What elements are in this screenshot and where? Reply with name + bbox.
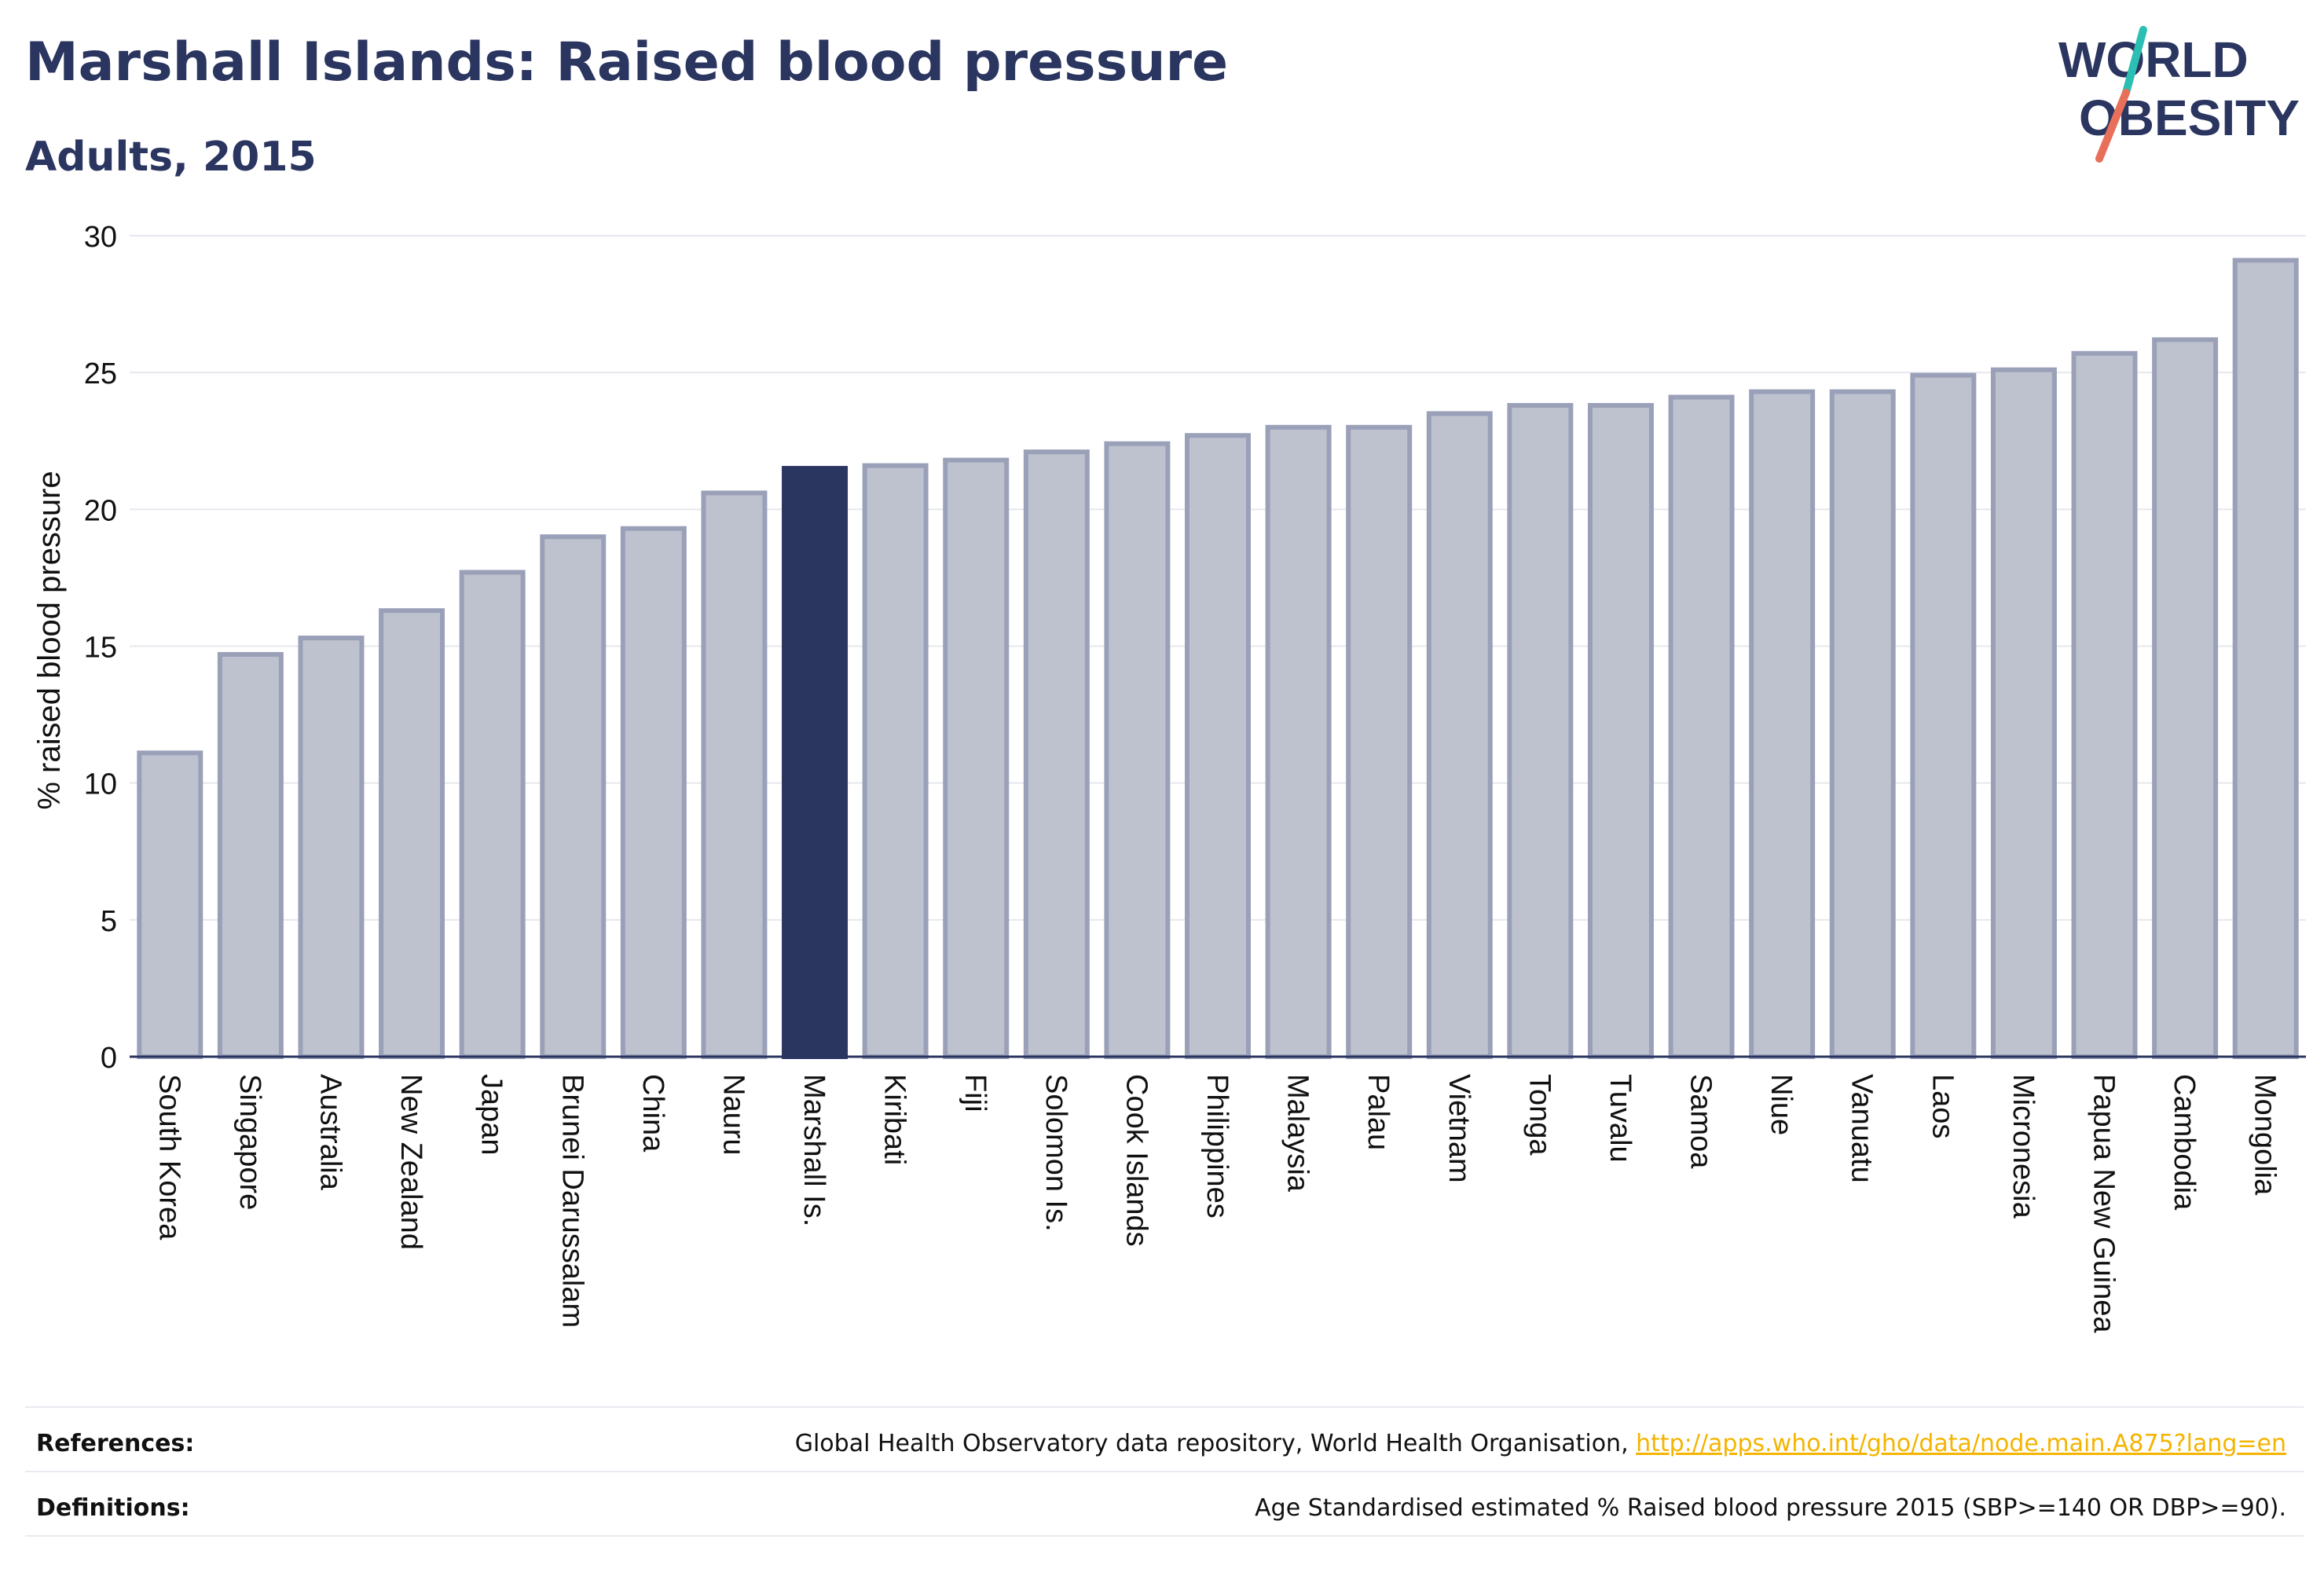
chart-subtitle: Adults, 2015 bbox=[25, 134, 317, 181]
bar-brunei-darussalam bbox=[540, 534, 607, 1059]
bar-vietnam bbox=[1426, 411, 1493, 1059]
footer-divider-bottom bbox=[25, 1535, 2304, 1537]
logo-world-text: WORLD bbox=[2058, 31, 2249, 88]
y-tick-label: 15 bbox=[84, 632, 117, 665]
x-tick-label: Japan bbox=[475, 1074, 508, 1156]
y-tick-label: 30 bbox=[84, 221, 117, 254]
x-tick-label: Singapore bbox=[233, 1074, 266, 1210]
x-tick-label: China bbox=[636, 1074, 669, 1153]
references-label: References: bbox=[36, 1430, 195, 1457]
footer-divider-top bbox=[25, 1406, 2304, 1408]
x-tick-label: Fiji bbox=[959, 1074, 992, 1112]
x-tick-label: Samoa bbox=[1684, 1074, 1717, 1169]
bar-samoa bbox=[1668, 394, 1735, 1059]
definitions-label: Definitions: bbox=[36, 1494, 190, 1522]
x-tick-label: Papua New Guinea bbox=[2088, 1074, 2121, 1333]
x-tick-label: Vanuatu bbox=[1846, 1074, 1879, 1183]
bar-kiribati bbox=[862, 463, 929, 1059]
bar-solomon-is bbox=[1023, 449, 1090, 1059]
x-tick-label: New Zealand bbox=[394, 1074, 427, 1250]
x-tick-label: Brunei Darussalam bbox=[555, 1074, 588, 1328]
x-tick-label: South Korea bbox=[152, 1074, 185, 1241]
bar-tonga bbox=[1507, 402, 1574, 1059]
x-tick-label: Cambodia bbox=[2168, 1074, 2201, 1211]
y-tick-label: 20 bbox=[84, 494, 117, 527]
bar-palau bbox=[1346, 424, 1413, 1059]
bar-philippines bbox=[1185, 433, 1251, 1059]
bar-niue bbox=[1749, 389, 1816, 1059]
chart-title: Marshall Islands: Raised blood pressure bbox=[25, 31, 1229, 93]
axes: 0 5 10 15 20 25 30 South Korea Singapore Australi… bbox=[84, 221, 2306, 1333]
y-axis-label: % raised blood pressure bbox=[32, 471, 67, 809]
x-tick-label: Cook Islands bbox=[1120, 1074, 1153, 1247]
bar-chart: 0 5 10 15 20 25 30 South Korea Singapore Australi… bbox=[32, 221, 2306, 1333]
bars bbox=[137, 258, 2299, 1060]
bar-marshall-is bbox=[782, 466, 849, 1059]
bar-laos bbox=[1910, 372, 1977, 1059]
bar-fiji bbox=[943, 457, 1010, 1059]
x-tick-label: Philippines bbox=[1200, 1074, 1233, 1219]
bar-china bbox=[620, 526, 687, 1059]
bar-cook-islands bbox=[1104, 441, 1171, 1059]
bar-new-zealand bbox=[379, 608, 445, 1059]
y-tick-label: 10 bbox=[84, 768, 117, 801]
x-tick-label: Marshall Is. bbox=[797, 1074, 830, 1226]
x-tick-label: Micronesia bbox=[2007, 1074, 2040, 1219]
x-tick-label: Vietnam bbox=[1442, 1074, 1475, 1183]
x-tick-label: Nauru bbox=[717, 1074, 750, 1156]
references-text: Global Health Observatory data repositor… bbox=[795, 1430, 2286, 1457]
bar-vanuatu bbox=[1829, 389, 1896, 1059]
x-tick-label: Tonga bbox=[1523, 1074, 1556, 1156]
references-link[interactable]: http://apps.who.int/gho/data/node.main.A… bbox=[1636, 1430, 2286, 1457]
bar-mongolia bbox=[2232, 258, 2299, 1060]
x-tick-label: Solomon Is. bbox=[1039, 1074, 1072, 1232]
bar-tuvalu bbox=[1587, 402, 1654, 1059]
logo-slash-teal bbox=[2122, 26, 2147, 97]
bar-south-korea bbox=[137, 750, 203, 1059]
x-tick-label: Malaysia bbox=[1281, 1074, 1314, 1193]
bar-australia bbox=[298, 636, 365, 1059]
bar-micronesia bbox=[1990, 367, 2057, 1059]
logo-slash-coral bbox=[2095, 89, 2130, 163]
x-tick-label: Laos bbox=[1926, 1074, 1959, 1138]
x-tick-label: Mongolia bbox=[2249, 1074, 2282, 1196]
y-tick-label: 0 bbox=[101, 1042, 117, 1075]
footer-divider-middle bbox=[25, 1471, 2304, 1472]
x-tick-label: Tuvalu bbox=[1604, 1074, 1637, 1163]
bar-malaysia bbox=[1265, 424, 1332, 1059]
references-source: Global Health Observatory data repositor… bbox=[794, 1430, 1637, 1457]
bar-singapore bbox=[217, 651, 284, 1059]
bar-nauru bbox=[701, 490, 768, 1059]
bar-papua-new-guinea bbox=[2071, 350, 2138, 1059]
x-tick-label: Niue bbox=[1765, 1074, 1798, 1135]
x-tick-label: Palau bbox=[1362, 1074, 1395, 1150]
bar-japan bbox=[459, 570, 526, 1059]
x-tick-label: Australia bbox=[313, 1074, 346, 1191]
y-tick-label: 25 bbox=[84, 357, 117, 390]
bar-cambodia bbox=[2152, 337, 2219, 1060]
definitions-text: Age Standardised estimated % Raised bloo… bbox=[1255, 1494, 2286, 1522]
y-tick-label: 5 bbox=[101, 905, 117, 938]
world-obesity-logo: WORLD OBESITY bbox=[2058, 26, 2300, 163]
x-tick-label: Kiribati bbox=[878, 1074, 911, 1165]
